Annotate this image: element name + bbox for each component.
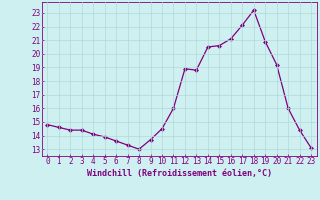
X-axis label: Windchill (Refroidissement éolien,°C): Windchill (Refroidissement éolien,°C) bbox=[87, 169, 272, 178]
